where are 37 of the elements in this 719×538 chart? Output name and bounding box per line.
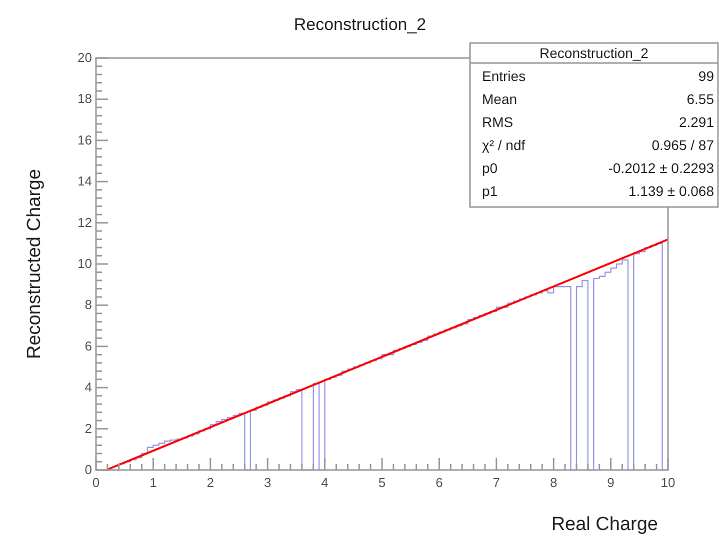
annotation: Mean <box>482 91 518 107</box>
x-tick-label: 8 <box>550 475 558 490</box>
x-tick-label: 7 <box>492 475 500 490</box>
annotation: Reconstruction_2 <box>540 45 649 61</box>
x-tick-label: 6 <box>436 475 443 490</box>
annotation: Entries <box>482 68 526 84</box>
y-tick-label: 10 <box>78 256 92 271</box>
annotation: p0 <box>482 160 498 176</box>
y-tick-label: 14 <box>78 174 92 189</box>
y-tick-label: 2 <box>84 420 92 436</box>
x-tick-label: 4 <box>321 475 328 490</box>
y-tick-label: 0 <box>84 462 92 477</box>
x-tick-label: 9 <box>607 475 614 490</box>
y-tick-label: 20 <box>78 50 92 65</box>
y-tick-label: 12 <box>78 214 92 230</box>
y-tick-label: 16 <box>78 132 92 148</box>
x-tick-label: 1 <box>150 475 157 490</box>
x-tick-label: 10 <box>660 475 676 490</box>
x-tick-label: 3 <box>264 475 272 490</box>
y-tick-label: 4 <box>84 380 92 395</box>
text: 6.55 <box>686 91 714 107</box>
y-axis-title: Reconstructed Charge <box>24 168 45 360</box>
text: 99 <box>698 68 714 84</box>
annotation: p1 <box>482 183 498 199</box>
annotation: -0.2012 ± 0.2293 <box>608 160 714 176</box>
annotation: χ² / ndf <box>482 137 526 153</box>
y-tick-label: 6 <box>84 338 92 354</box>
annotation: 1.139 ± 0.068 <box>628 183 714 199</box>
annotation: RMS <box>482 114 514 130</box>
text: 2.291 <box>678 114 714 130</box>
x-tick-label: 5 <box>378 475 386 490</box>
y-tick-label: 8 <box>84 297 92 312</box>
x-tick-label: 2 <box>206 475 214 490</box>
y-tick-label: 18 <box>78 91 92 106</box>
chart-title: Reconstruction_2 <box>294 15 426 34</box>
x-axis-title: Real Charge <box>551 514 658 535</box>
annotation: 0.965 / 87 <box>652 137 714 153</box>
